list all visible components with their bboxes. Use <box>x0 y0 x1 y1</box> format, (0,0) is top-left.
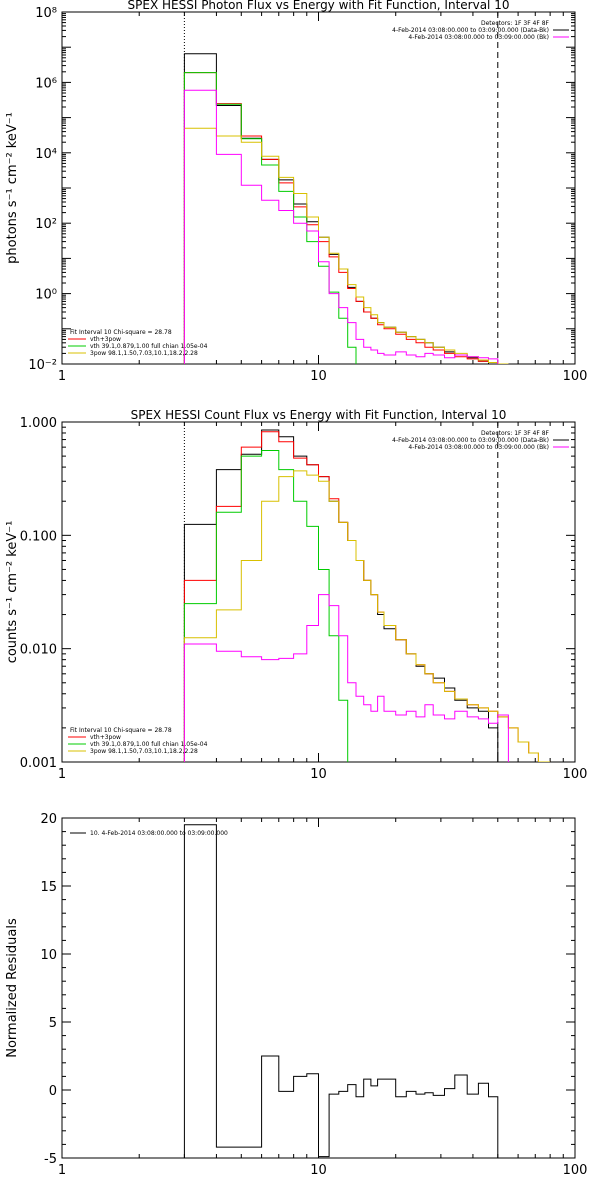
chart-panel-3: Normalized Residuals 1 10 100 -5 0 5 10 15 20 10. … <box>5 812 587 1178</box>
y-tick-label: -5 <box>44 1152 57 1167</box>
legend-entry: 3pow 98.1,1.50,7.03,10.1,18.2,2.28 <box>90 350 198 357</box>
y-tick-label: 10 <box>40 948 57 963</box>
y-axis-label: photons s⁻¹ cm⁻² keV⁻¹ <box>5 112 20 264</box>
y-tick-label: 0.100 <box>20 529 57 544</box>
x-tick-label: 1 <box>58 369 66 384</box>
y-tick-label: 0.001 <box>20 756 57 771</box>
chart-panel-2: SPEX HESSI Count Flux vs Energy with Fit… <box>5 408 587 782</box>
legend-entry: vth+3pow <box>90 336 121 343</box>
x-tick-label: 1 <box>58 1163 66 1178</box>
legend-entry: vth 39.1,0.879,1.00 full chian 1.05e-04 <box>90 741 208 748</box>
series-line-bk <box>183 89 499 364</box>
y-tick-label: 0 <box>49 1084 57 1099</box>
legend-entry: 4-Feb-2014 03:08:00.000 to 03:09:00.000 … <box>408 444 549 451</box>
y-axis-label: counts s⁻¹ cm⁻² keV⁻¹ <box>5 521 20 664</box>
y-tick-label: 10² <box>35 217 57 232</box>
x-tick-label: 10 <box>310 1163 327 1178</box>
chart-title: SPEX HESSI Photon Flux vs Energy with Fi… <box>128 0 510 12</box>
legend-entry: 3pow 98.1,1.50,7.03,10.1,18.2,2.28 <box>90 748 198 755</box>
y-tick-label: 1.000 <box>20 416 57 431</box>
legend-entry: vth+3pow <box>90 734 121 741</box>
y-tick-label: 5 <box>49 1016 57 1031</box>
series-line-data-bk <box>183 53 498 364</box>
legend-entry: Detectors: 1F 3F 4F 8F <box>481 20 550 27</box>
series-line-vth <box>183 450 357 762</box>
legend-entry: Detectors: 1F 3F 4F 8F <box>481 430 550 437</box>
x-tick-label: 10 <box>310 767 327 782</box>
series-line-vth-3pow <box>183 431 551 762</box>
legend-entry: vth 39.1,0.879,1.00 full chian 1.05e-04 <box>90 343 208 350</box>
legend-entry: Fit Interval 10 Chi-square = 28.78 <box>70 329 172 336</box>
y-tick-label: 15 <box>40 880 57 895</box>
y-tick-label: 20 <box>40 812 57 827</box>
chart-panel-1: SPEX HESSI Photon Flux vs Energy with Fi… <box>5 0 587 384</box>
series-line-vth <box>183 72 357 364</box>
legend-entry: 4-Feb-2014 03:08:00.000 to 03:09:00.000 … <box>408 34 549 41</box>
y-tick-label: 0.010 <box>20 643 57 658</box>
series-line-3pow <box>183 127 509 364</box>
x-tick-label: 10 <box>310 369 327 384</box>
series-line-residuals <box>183 824 499 1158</box>
legend-entry: Fit Interval 10 Chi-square = 28.78 <box>70 727 172 734</box>
chart-title: SPEX HESSI Count Flux vs Energy with Fit… <box>131 408 507 422</box>
x-tick-label: 1 <box>58 767 66 782</box>
series-line-vth-3pow <box>183 72 509 364</box>
x-tick-label: 100 <box>563 767 588 782</box>
x-tick-label: 100 <box>563 1163 588 1178</box>
y-tick-label: 10⁻² <box>28 358 57 373</box>
series-line-bk <box>183 594 509 762</box>
y-axis-label: Normalized Residuals <box>5 918 20 1058</box>
y-tick-label: 10⁸ <box>35 6 57 21</box>
series-line-data-bk <box>183 429 499 762</box>
legend-entry: 4-Feb-2014 03:08:00.000 to 03:09:00.000 … <box>392 27 549 34</box>
x-tick-label: 100 <box>563 369 588 384</box>
legend-entry: 4-Feb-2014 03:08:00.000 to 03:09:00.000 … <box>392 437 549 444</box>
series-line-3pow <box>183 470 551 762</box>
y-tick-label: 10⁶ <box>35 76 57 91</box>
legend-entry: 10. 4-Feb-2014 03:08:00.000 to 03:09:00.… <box>90 830 228 837</box>
y-tick-label: 10⁴ <box>35 147 57 162</box>
y-tick-label: 10⁰ <box>35 288 57 303</box>
